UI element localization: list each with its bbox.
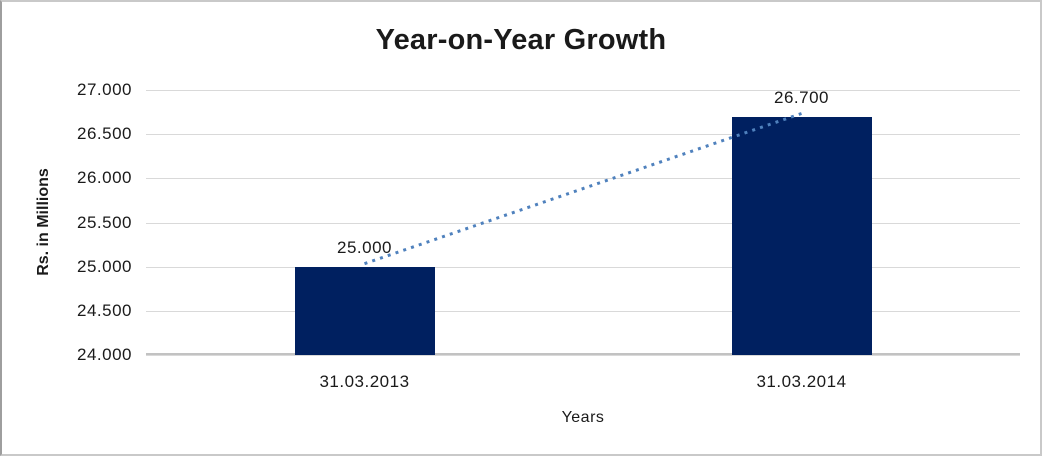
y-tick-label: 24.000 bbox=[2, 345, 132, 365]
data-label: 25.000 bbox=[337, 238, 392, 258]
x-tick-label: 31.03.2013 bbox=[319, 372, 409, 392]
x-axis-tick-labels: 31.03.2013 31.03.2014 bbox=[146, 372, 1020, 394]
chart-title: Year-on-Year Growth bbox=[2, 24, 1040, 57]
x-axis-title: Years bbox=[146, 409, 1020, 427]
y-axis-tick-labels: 24.000 24.500 25.000 25.500 26.000 26.500 27.0… bbox=[2, 2, 132, 458]
y-tick-label: 26.500 bbox=[2, 124, 132, 144]
y-tick-label: 27.000 bbox=[2, 80, 132, 100]
y-tick-label: 24.500 bbox=[2, 301, 132, 321]
trendline bbox=[365, 114, 802, 264]
data-label: 26.700 bbox=[774, 88, 829, 108]
trendline-svg bbox=[146, 90, 1020, 355]
x-tick-label: 31.03.2014 bbox=[756, 372, 846, 392]
y-tick-label: 26.000 bbox=[2, 168, 132, 188]
gridline bbox=[146, 355, 1020, 356]
y-tick-label: 25.500 bbox=[2, 213, 132, 233]
y-tick-label: 25.000 bbox=[2, 257, 132, 277]
plot-area: 25.000 26.700 bbox=[146, 90, 1020, 355]
